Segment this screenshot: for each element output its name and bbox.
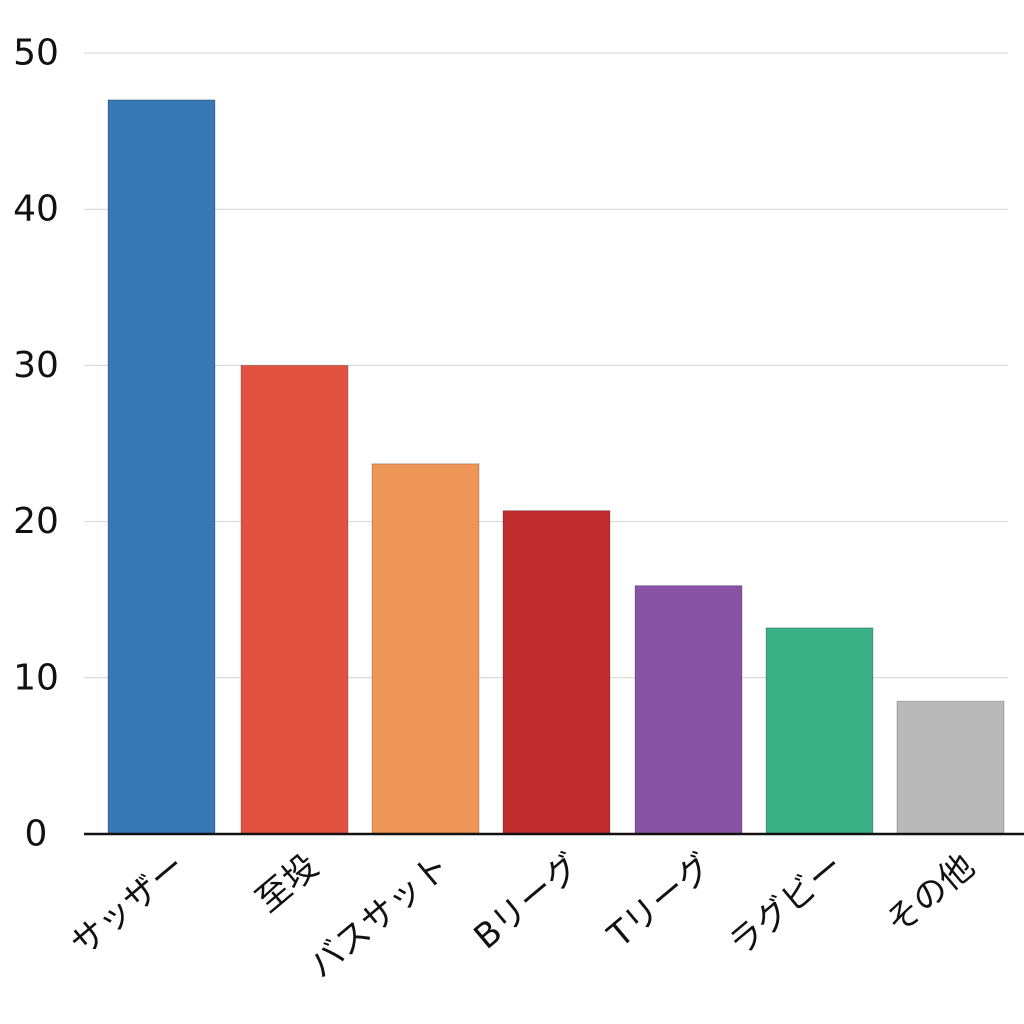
bar-2 (240, 364, 349, 835)
bar-7 (896, 700, 1005, 835)
x-category-label: サッザー (63, 846, 193, 964)
y-axis-ticks: 0 10 20 30 40 50 (13, 33, 59, 855)
bars (107, 99, 1005, 835)
bar-5 (634, 585, 743, 835)
y-tick-label: 0 (25, 814, 48, 855)
y-tick-label: 40 (13, 189, 59, 230)
bar-4 (502, 510, 611, 835)
bar-3 (371, 463, 480, 835)
x-category-label: ラグビー (721, 846, 851, 964)
x-category-label: 至坄 (248, 846, 326, 920)
bar-6 (765, 627, 874, 835)
y-tick-label: 20 (13, 501, 59, 542)
x-category-label: バスサット (301, 846, 457, 986)
bar-1 (107, 99, 216, 835)
y-tick-label: 30 (13, 345, 59, 386)
x-category-label: その他 (878, 846, 982, 942)
y-tick-label: 10 (13, 657, 59, 698)
y-tick-label: 50 (13, 33, 59, 74)
x-category-label: Bリーグ (467, 846, 589, 957)
x-category-label: Tリーグ (600, 846, 721, 956)
